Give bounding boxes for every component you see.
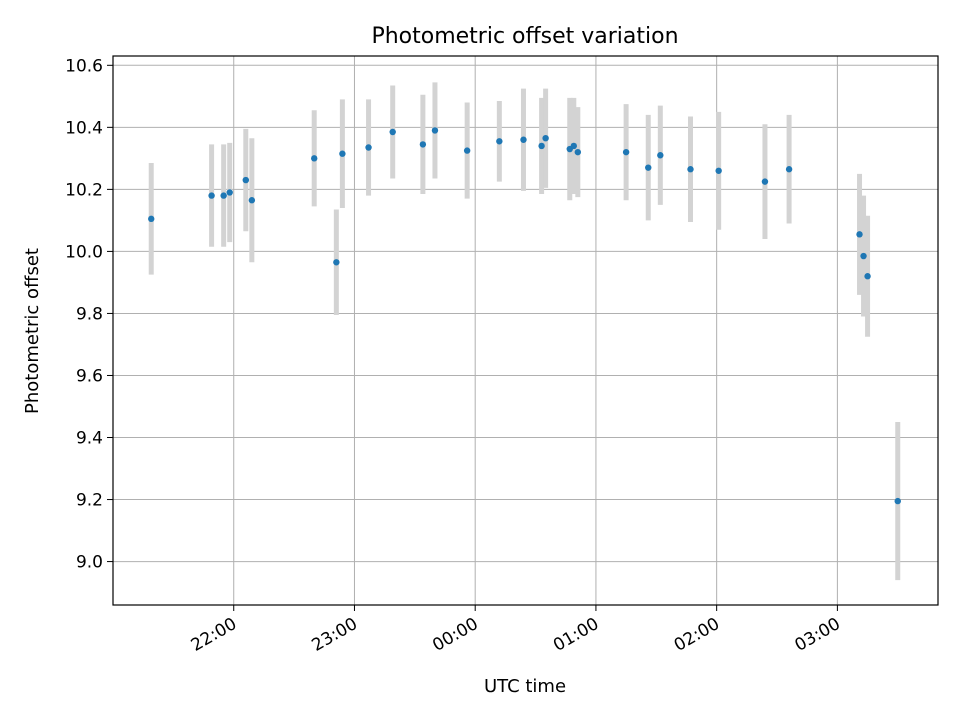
y-tick-label: 10.2 [65,180,103,200]
x-tick-label: 02:00 [671,614,723,656]
data-point [856,231,863,238]
x-tick-label: 23:00 [309,614,361,656]
data-point [622,148,630,156]
data-point [574,148,582,156]
data-point [333,259,340,266]
x-tick-label: 01:00 [550,614,602,656]
chart-title: Photometric offset variation [371,24,678,49]
data-point [542,134,549,142]
data-point [208,192,215,199]
data-point [645,164,652,171]
y-tick-label: 10.4 [65,118,103,138]
data-point [311,155,318,162]
data-point [496,138,503,145]
y-axis-label: Photometric offset [22,248,43,414]
data-point [365,144,372,151]
errorbar-layer [148,82,901,581]
data-point [148,215,155,223]
data-point [860,252,867,260]
y-tick-label: 9.2 [76,491,103,511]
data-point [463,147,471,154]
data-point [248,197,256,204]
data-point [431,127,439,134]
plot-frame [112,55,939,606]
y-tick-label: 9.6 [76,366,103,386]
data-point [242,176,250,184]
data-point [657,152,664,159]
y-tick-label: 10.6 [65,56,103,76]
x-axis: 22:00 23:00 00:00 01:00 02:00 03:00 [188,605,844,656]
y-axis: 9.0 9.2 9.4 9.6 9.8 10.0 10.2 10.4 10.6 [65,56,113,573]
data-point [785,166,793,173]
x-tick-label: 03:00 [791,614,843,656]
data-point [761,178,769,185]
data-point [687,166,694,173]
y-tick-label: 10.0 [65,242,103,262]
data-point [570,142,577,150]
x-tick-label: 22:00 [188,614,240,656]
data-point [339,150,346,157]
x-tick-label: 00:00 [429,614,481,656]
data-point [864,273,871,280]
data-point [894,497,901,505]
data-point [520,136,527,143]
data-point [715,167,722,174]
data-point [389,128,396,136]
point-layer [148,127,901,505]
data-point [419,141,427,148]
x-axis-label: UTC time [484,676,566,697]
data-point [226,189,233,196]
y-tick-label: 9.0 [76,553,103,573]
data-point [220,192,227,199]
y-tick-label: 9.8 [76,304,103,324]
y-tick-label: 9.4 [76,429,103,449]
data-point [538,142,545,150]
